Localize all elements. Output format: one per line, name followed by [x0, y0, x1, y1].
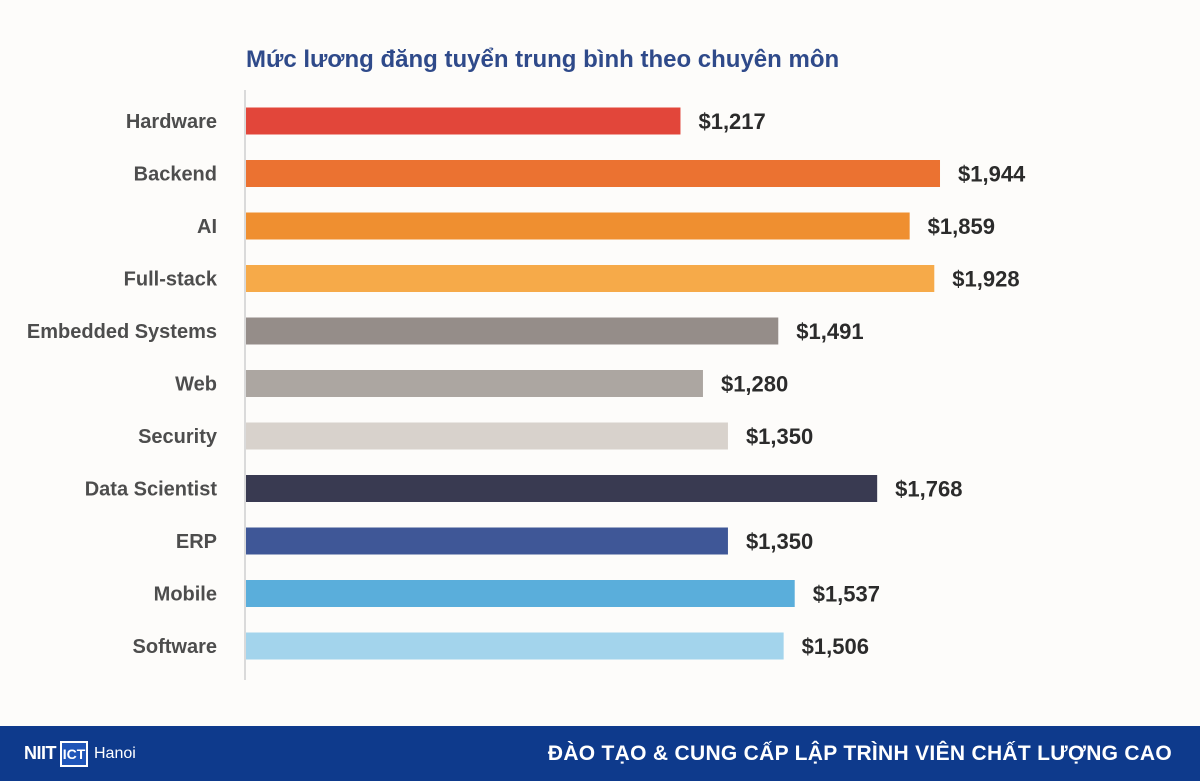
footer-banner: NIIT ICT Hanoi ĐÀO TẠO & CUNG CẤP LẬP TR…	[0, 726, 1200, 781]
bar-erp	[246, 527, 728, 555]
value-label-software: $1,506	[802, 634, 869, 659]
logo-city: Hanoi	[94, 744, 136, 762]
bar-chart: Mức lương đăng tuyển trung bình theo chu…	[27, 46, 1026, 680]
value-label-ai: $1,859	[928, 214, 995, 239]
category-label-software: Software	[133, 636, 217, 658]
value-label-erp: $1,350	[746, 529, 813, 554]
bar-ai	[246, 212, 910, 240]
chart-area: Mức lương đăng tuyển trung bình theo chu…	[26, 46, 1027, 680]
logo-box: ICT	[60, 740, 88, 767]
bar-web	[246, 370, 703, 397]
value-label-embedded-systems: $1,491	[796, 319, 863, 344]
footer-slogan: ĐÀO TẠO & CUNG CẤP LẬP TRÌNH VIÊN CHẤT L…	[547, 741, 1172, 765]
category-label-full-stack: Full-stack	[124, 269, 218, 291]
category-label-embedded-systems: Embedded Systems	[27, 321, 217, 343]
category-label-hardware: Hardware	[126, 111, 217, 133]
bar-hardware	[246, 107, 681, 135]
bar-security	[246, 422, 728, 450]
category-label-erp: ERP	[176, 531, 217, 553]
bar-data-scientist	[246, 475, 878, 502]
logo-mark: NIIT	[24, 743, 57, 763]
category-label-ai: AI	[197, 216, 217, 238]
bar-embedded-systems	[246, 317, 779, 345]
category-label-mobile: Mobile	[154, 584, 217, 606]
bar-software	[246, 632, 784, 660]
value-label-security: $1,350	[746, 424, 813, 449]
brand-logo[interactable]: NIIT ICT Hanoi	[24, 740, 136, 767]
bar-mobile	[246, 580, 795, 607]
value-label-data-scientist: $1,768	[895, 477, 962, 502]
category-label-web: Web	[175, 374, 217, 396]
bar-backend	[246, 160, 941, 187]
value-label-hardware: $1,217	[698, 109, 765, 134]
bars-group: Hardware $1,217 Backend $1,944 AI $1,859 Full-…	[27, 107, 1026, 660]
category-label-backend: Backend	[134, 164, 217, 186]
bar-full-stack	[246, 265, 935, 292]
value-label-web: $1,280	[721, 372, 788, 397]
value-label-backend: $1,944	[958, 162, 1026, 187]
value-label-mobile: $1,537	[813, 582, 880, 607]
chart-title: Mức lương đăng tuyển trung bình theo chu…	[246, 46, 839, 73]
category-label-data-scientist: Data Scientist	[85, 479, 218, 501]
category-label-security: Security	[138, 426, 218, 448]
value-label-full-stack: $1,928	[952, 267, 1019, 292]
